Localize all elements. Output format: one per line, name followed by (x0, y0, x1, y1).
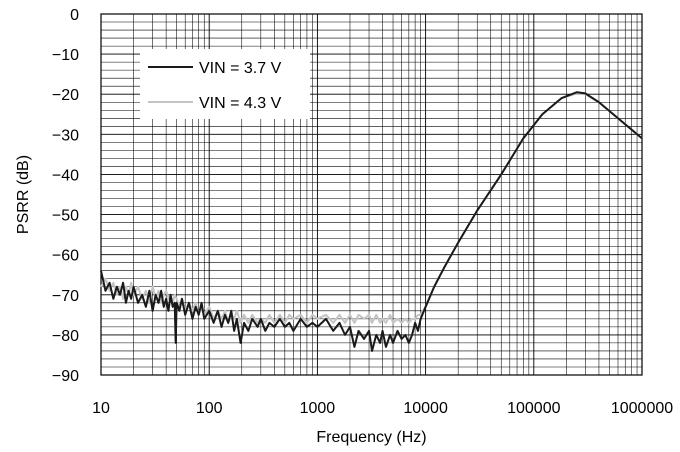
y-tick-label: −70 (52, 288, 79, 305)
series-line-1 (100, 91, 643, 352)
x-tick-label: 1000000 (611, 400, 673, 417)
x-tick-label: 10 (92, 400, 110, 417)
y-tick-label: −40 (52, 167, 79, 184)
x-axis-title: Frequency (Hz) (316, 429, 426, 446)
legend: VIN = 3.7 V VIN = 4.3 V (140, 49, 310, 119)
legend-label-2: VIN = 4.3 V (199, 95, 282, 112)
x-tick-labels: 10 100 1000 10000 100000 1000000 (92, 400, 673, 417)
y-tick-label: −80 (52, 328, 79, 345)
y-axis-title: PSRR (dB) (15, 155, 32, 234)
y-tick-label: −60 (52, 248, 79, 265)
y-tick-label: −10 (52, 47, 79, 64)
series-layer (100, 91, 643, 352)
x-tick-label: 1000 (300, 400, 336, 417)
y-tick-labels: 0 −10 −20 −30 −40 −50 −60 −70 −80 −90 (52, 7, 79, 385)
plot-area-frame (100, 13, 643, 376)
y-tick-label: −20 (52, 87, 79, 104)
legend-box (140, 49, 310, 119)
x-tick-label: 100 (196, 400, 223, 417)
x-tick-label: 10000 (403, 400, 448, 417)
x-tick-label: 100000 (507, 400, 560, 417)
y-tick-label: −90 (52, 368, 79, 385)
y-tick-label: 0 (70, 7, 79, 24)
legend-label-1: VIN = 3.7 V (199, 60, 282, 77)
y-tick-label: −30 (52, 127, 79, 144)
y-tick-label: −50 (52, 208, 79, 225)
